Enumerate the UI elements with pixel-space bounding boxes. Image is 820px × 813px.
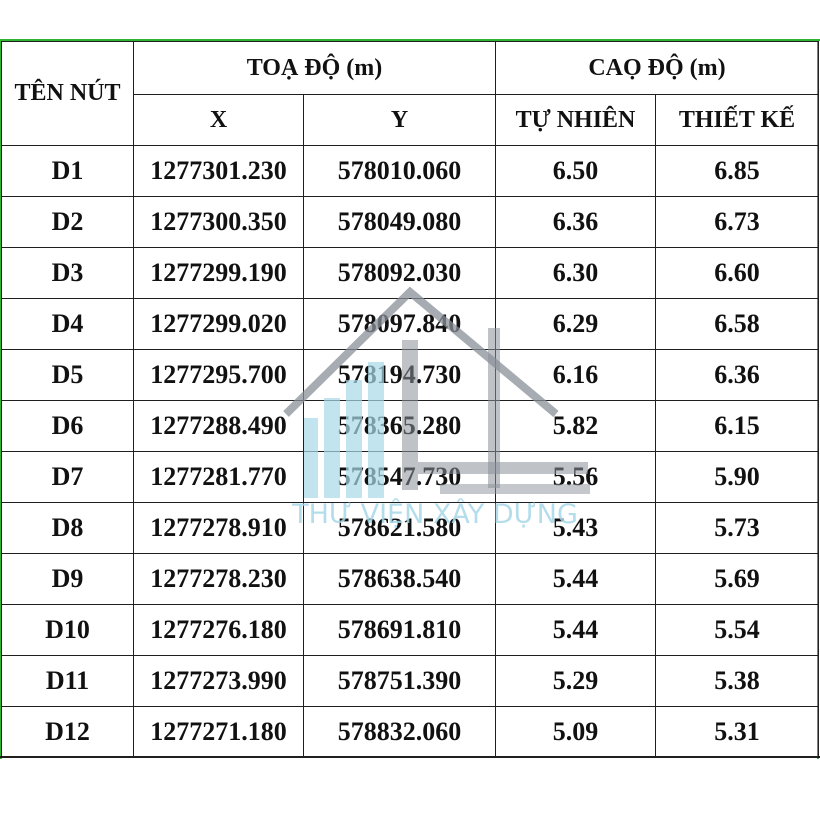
- cell-natural: 5.09: [495, 706, 656, 758]
- cell-natural: 6.29: [495, 298, 656, 350]
- header-elevation: CAỌ ĐỘ (m): [495, 41, 819, 95]
- cell-y: 578832.060: [303, 706, 496, 758]
- cell-y: 578097.840: [303, 298, 496, 350]
- table-row: D11 1277273.990 578751.390 5.29 5.38: [1, 655, 819, 707]
- header-design: THIẾT KẾ: [655, 94, 819, 146]
- table-row: D4 1277299.020 578097.840 6.29 6.58: [1, 298, 819, 350]
- cell-natural: 5.43: [495, 502, 656, 554]
- table-row: D7 1277281.770 578547.730 5.56 5.90: [1, 451, 819, 503]
- cell-y: 578691.810: [303, 604, 496, 656]
- cell-natural: 5.44: [495, 553, 656, 605]
- cell-design: 5.90: [655, 451, 819, 503]
- cell-y: 578547.730: [303, 451, 496, 503]
- cell-x: 1277299.020: [133, 298, 304, 350]
- table-row: D1 1277301.230 578010.060 6.50 6.85: [1, 145, 819, 197]
- cell-natural: 5.44: [495, 604, 656, 656]
- header-x: X: [133, 94, 304, 146]
- cell-node-name: D9: [1, 553, 134, 605]
- cell-y: 578365.280: [303, 400, 496, 452]
- cell-design: 5.54: [655, 604, 819, 656]
- table-row: D8 1277278.910 578621.580 5.43 5.73: [1, 502, 819, 554]
- cell-design: 5.73: [655, 502, 819, 554]
- cell-design: 6.85: [655, 145, 819, 197]
- header-coordinates: TOẠ ĐỘ (m): [133, 41, 496, 95]
- cell-x: 1277300.350: [133, 196, 304, 248]
- cell-y: 578010.060: [303, 145, 496, 197]
- cell-x: 1277278.910: [133, 502, 304, 554]
- cell-design: 5.31: [655, 706, 819, 758]
- cell-node-name: D1: [1, 145, 134, 197]
- table-header: TÊN NÚT TOẠ ĐỘ (m) CAỌ ĐỘ (m) X Y TỰ NHI…: [1, 41, 819, 146]
- cell-design: 6.36: [655, 349, 819, 401]
- cell-node-name: D12: [1, 706, 134, 758]
- cell-x: 1277299.190: [133, 247, 304, 299]
- cell-y: 578049.080: [303, 196, 496, 248]
- cell-y: 578194.730: [303, 349, 496, 401]
- cell-y: 578638.540: [303, 553, 496, 605]
- header-row-1: TÊN NÚT TOẠ ĐỘ (m) CAỌ ĐỘ (m): [1, 41, 819, 146]
- cell-design: 6.15: [655, 400, 819, 452]
- cell-x: 1277281.770: [133, 451, 304, 503]
- cell-x: 1277271.180: [133, 706, 304, 758]
- table-row: D12 1277271.180 578832.060 5.09 5.31: [1, 706, 819, 758]
- cell-design: 5.69: [655, 553, 819, 605]
- table-row: D5 1277295.700 578194.730 6.16 6.36: [1, 349, 819, 401]
- coordinates-table: TÊN NÚT TOẠ ĐỘ (m) CAỌ ĐỘ (m) X Y TỰ NHI…: [1, 41, 819, 758]
- cell-x: 1277278.230: [133, 553, 304, 605]
- cell-natural: 5.82: [495, 400, 656, 452]
- table-row: D3 1277299.190 578092.030 6.30 6.60: [1, 247, 819, 299]
- cell-natural: 6.16: [495, 349, 656, 401]
- header-y: Y: [303, 94, 496, 146]
- cell-node-name: D3: [1, 247, 134, 299]
- header-row-2: X Y TỰ NHIÊN THIẾT KẾ: [2, 94, 819, 146]
- table-row: D6 1277288.490 578365.280 5.82 6.15: [1, 400, 819, 452]
- cell-node-name: D11: [1, 655, 134, 707]
- table-row: D10 1277276.180 578691.810 5.44 5.54: [1, 604, 819, 656]
- table-bottom-rule: [0, 756, 820, 758]
- table-row: D9 1277278.230 578638.540 5.44 5.69: [1, 553, 819, 605]
- cell-x: 1277288.490: [133, 400, 304, 452]
- cell-x: 1277301.230: [133, 145, 304, 197]
- cell-natural: 5.29: [495, 655, 656, 707]
- header-node-name: TÊN NÚT: [1, 41, 134, 146]
- cell-node-name: D8: [1, 502, 134, 554]
- table-row: D2 1277300.350 578049.080 6.36 6.73: [1, 196, 819, 248]
- cell-node-name: D6: [1, 400, 134, 452]
- cell-natural: 6.30: [495, 247, 656, 299]
- cell-design: 6.60: [655, 247, 819, 299]
- cell-x: 1277273.990: [133, 655, 304, 707]
- top-green-border: [0, 39, 820, 41]
- cell-x: 1277276.180: [133, 604, 304, 656]
- cell-design: 6.73: [655, 196, 819, 248]
- cell-node-name: D2: [1, 196, 134, 248]
- cell-y: 578751.390: [303, 655, 496, 707]
- cell-node-name: D10: [1, 604, 134, 656]
- cell-y: 578092.030: [303, 247, 496, 299]
- cell-natural: 5.56: [495, 451, 656, 503]
- table-body: D1 1277301.230 578010.060 6.50 6.85 D2 1…: [1, 145, 819, 758]
- cell-y: 578621.580: [303, 502, 496, 554]
- cell-natural: 6.50: [495, 145, 656, 197]
- cell-design: 5.38: [655, 655, 819, 707]
- header-natural: TỰ NHIÊN: [495, 94, 656, 146]
- cell-node-name: D4: [1, 298, 134, 350]
- cell-node-name: D5: [1, 349, 134, 401]
- cell-node-name: D7: [1, 451, 134, 503]
- cell-x: 1277295.700: [133, 349, 304, 401]
- cell-natural: 6.36: [495, 196, 656, 248]
- cell-design: 6.58: [655, 298, 819, 350]
